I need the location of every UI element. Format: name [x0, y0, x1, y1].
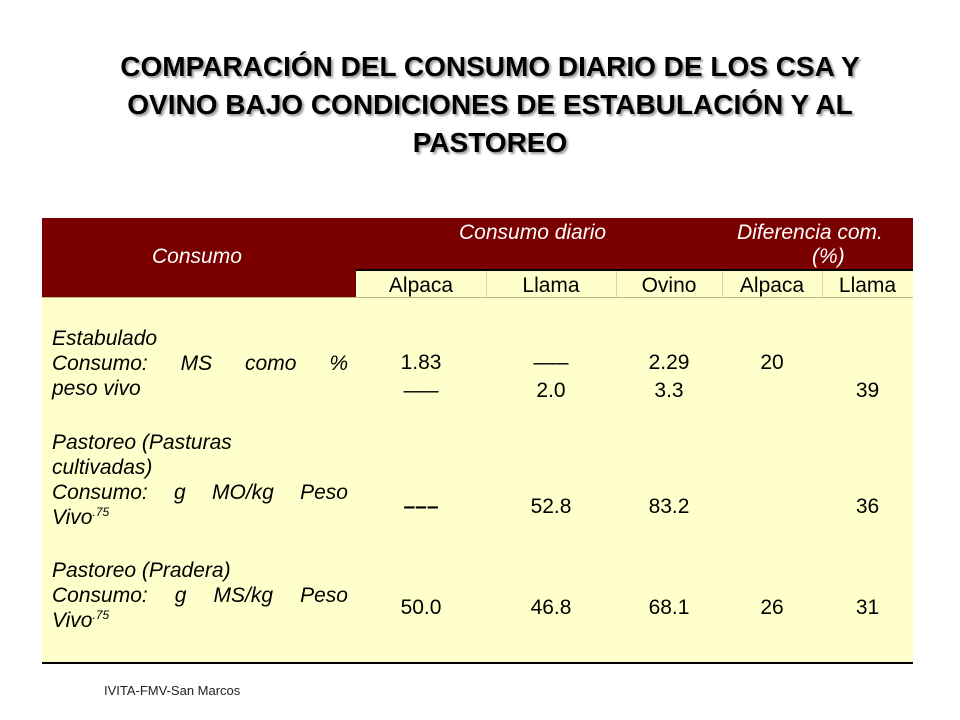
estabulado-llama-1: ––– [533, 351, 569, 374]
col-sep [822, 271, 823, 297]
header-divider [356, 269, 913, 271]
header-diferencia-pct: (%) [812, 245, 845, 268]
header-diferencia: Diferencia com. [737, 221, 883, 244]
row-pasturas-label: Pastoreo (Pasturas cultivadas) Consumo: … [52, 431, 348, 529]
col-sep [486, 271, 487, 297]
estabulado-llama-pct: 39 [855, 379, 880, 402]
pradera-llama: 46.8 [530, 596, 572, 619]
pradera-llama-pct: 31 [855, 596, 880, 619]
estabulado-ovino-2: 3.3 [654, 379, 684, 402]
pradera-alpaca: 50.0 [400, 596, 442, 619]
col-sep [616, 271, 617, 297]
header-consumo: Consumo [152, 245, 242, 268]
estabulado-alpaca-pct: 20 [760, 351, 784, 374]
title-line-1: COMPARACIÓN DEL CONSUMO DIARIO DE LOS CS… [120, 51, 860, 82]
page-title: COMPARACIÓN DEL CONSUMO DIARIO DE LOS CS… [40, 48, 940, 162]
estabulado-alpaca-2: ––– [403, 379, 439, 402]
pasturas-llama-pct: 36 [855, 495, 880, 518]
col-sep [722, 271, 723, 297]
col-alpaca: Alpaca [388, 274, 454, 297]
title-line-2: OVINO BAJO CONDICIONES DE ESTABULACIÓN Y… [127, 89, 853, 120]
header-consumo-cell: Consumo [42, 218, 356, 297]
row-estabulado-label: Estabulado Consumo: MS como % peso vivo [52, 327, 348, 400]
row-pradera-label: Pastoreo (Pradera) Consumo: g MS/kg Peso… [52, 559, 348, 632]
footer-source: IVITA-FMV-San Marcos [104, 683, 241, 698]
pasturas-llama: 52.8 [530, 495, 572, 518]
pasturas-ovino: 83.2 [648, 495, 690, 518]
col-llama: Llama [522, 274, 580, 297]
pradera-alpaca-pct: 26 [760, 596, 784, 619]
estabulado-alpaca-1: 1.83 [400, 351, 442, 374]
consumption-table: Consumo Consumo diario Diferencia com. (… [42, 218, 913, 664]
col-alpaca-pct: Alpaca [739, 274, 805, 297]
pasturas-alpaca: ––– [403, 495, 439, 518]
header-bottom-line [42, 297, 913, 298]
header-top-cell: Consumo diario Diferencia com. (%) [356, 218, 913, 269]
estabulado-llama-2: 2.0 [536, 379, 566, 402]
col-ovino: Ovino [641, 274, 697, 297]
header-consumo-diario: Consumo diario [459, 221, 607, 244]
title-line-3: PASTOREO [412, 127, 568, 158]
col-llama-pct: Llama [838, 274, 897, 297]
estabulado-ovino-1: 2.29 [648, 351, 690, 374]
pradera-ovino: 68.1 [648, 596, 690, 619]
